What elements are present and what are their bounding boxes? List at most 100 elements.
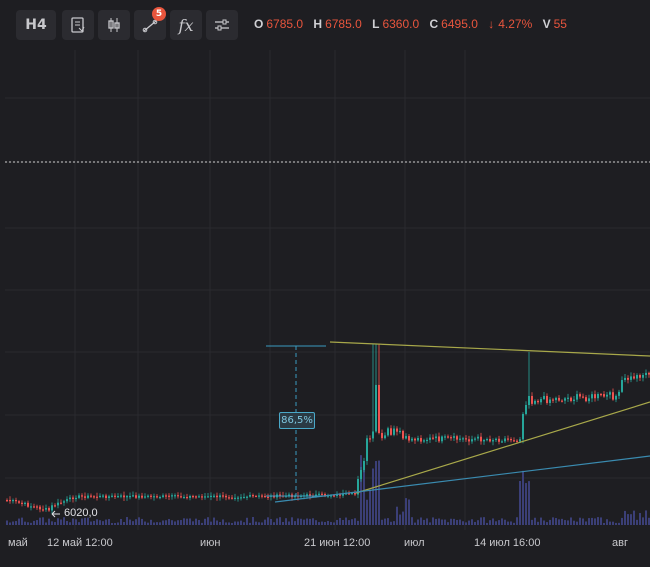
volume-bar bbox=[306, 518, 308, 525]
volume-bar bbox=[408, 499, 410, 525]
x-label-june: июн bbox=[200, 537, 221, 549]
candle-body bbox=[75, 497, 77, 500]
candles-button[interactable] bbox=[98, 10, 130, 40]
candle-body bbox=[123, 495, 125, 498]
volume-bar bbox=[378, 460, 380, 525]
volume-bar bbox=[384, 518, 386, 525]
candle-body bbox=[564, 398, 566, 401]
candle-body bbox=[174, 495, 176, 497]
candle-body bbox=[198, 496, 200, 498]
close-key: C bbox=[429, 17, 439, 31]
volume-bar bbox=[93, 520, 95, 525]
price-chart[interactable] bbox=[0, 50, 650, 530]
high-key: H bbox=[313, 17, 323, 31]
candle-body bbox=[201, 496, 203, 498]
volume-bar bbox=[318, 522, 320, 525]
candle-body bbox=[222, 495, 224, 497]
volume-bar bbox=[387, 518, 389, 525]
volume-bar bbox=[315, 520, 317, 525]
volume-bar bbox=[498, 520, 500, 525]
candle-body bbox=[528, 396, 530, 405]
volume-bar bbox=[510, 521, 512, 525]
candle-body bbox=[186, 496, 188, 499]
candle-body bbox=[516, 440, 518, 442]
resistance-trendline[interactable] bbox=[329, 341, 650, 357]
candle-body bbox=[18, 501, 20, 503]
candle-body bbox=[126, 496, 128, 498]
blue-trendline[interactable] bbox=[274, 455, 650, 503]
volume-bar bbox=[624, 510, 626, 525]
candle-body bbox=[54, 505, 56, 507]
chart-grid bbox=[5, 50, 650, 530]
candle-body bbox=[423, 440, 425, 442]
candle-body bbox=[477, 436, 479, 439]
volume-bar bbox=[441, 519, 443, 525]
volume-bar bbox=[633, 510, 635, 525]
candle-body bbox=[237, 497, 239, 499]
volume-bar bbox=[618, 522, 620, 525]
candle-body bbox=[462, 438, 464, 440]
candle-body bbox=[204, 496, 206, 498]
candle-body bbox=[171, 495, 173, 497]
candle-body bbox=[195, 496, 197, 498]
candle-body bbox=[366, 438, 368, 461]
volume-bar bbox=[126, 517, 128, 525]
candle-body bbox=[78, 495, 80, 498]
candle-body bbox=[579, 394, 581, 397]
candle-body bbox=[156, 496, 158, 498]
chart-type-button[interactable] bbox=[62, 10, 94, 40]
candle-body bbox=[315, 494, 317, 497]
sliders-icon bbox=[215, 19, 229, 31]
candle-body bbox=[99, 495, 101, 498]
candle-body bbox=[189, 495, 191, 498]
candle-body bbox=[576, 394, 578, 400]
candle-body bbox=[144, 496, 146, 498]
close-value: 6495.0 bbox=[441, 17, 478, 31]
candle-body bbox=[555, 397, 557, 401]
candle-body bbox=[219, 495, 221, 498]
candle-body bbox=[426, 439, 428, 442]
indicators-button[interactable]: fx bbox=[170, 10, 202, 40]
candle-body bbox=[486, 438, 488, 441]
candle-body bbox=[252, 495, 254, 497]
candle-body bbox=[513, 440, 515, 442]
volume-bar bbox=[261, 522, 263, 525]
volume-bar bbox=[189, 518, 191, 525]
candle-body bbox=[492, 440, 494, 442]
interval-button[interactable]: H4 bbox=[16, 10, 56, 40]
volume-bar bbox=[411, 517, 413, 525]
volume-bar bbox=[456, 519, 458, 525]
candle-body bbox=[114, 495, 116, 497]
candle-body bbox=[498, 438, 500, 442]
arrow-down-icon: ↓ bbox=[488, 17, 495, 31]
volume-bar bbox=[165, 520, 167, 525]
volume-bar bbox=[381, 519, 383, 525]
drawings-button[interactable]: 5 bbox=[134, 7, 166, 40]
volume-bar bbox=[72, 518, 74, 525]
support-trendline[interactable] bbox=[355, 401, 650, 494]
candle-body bbox=[507, 438, 509, 440]
x-label-july: июл bbox=[404, 537, 425, 549]
candle-body bbox=[459, 438, 461, 440]
volume-bar bbox=[231, 522, 233, 525]
volume-bar bbox=[375, 461, 377, 525]
settings-button[interactable] bbox=[206, 10, 238, 40]
candle-body bbox=[267, 496, 269, 498]
candle-body bbox=[372, 431, 374, 439]
candle-body bbox=[405, 436, 407, 439]
candle-body bbox=[120, 495, 122, 497]
candle-body bbox=[60, 502, 62, 504]
candle-body bbox=[621, 380, 623, 392]
volume-bar bbox=[132, 521, 134, 525]
volume-bar bbox=[153, 522, 155, 525]
candle-body bbox=[420, 438, 422, 442]
volume-bar bbox=[621, 517, 623, 525]
volume-bar bbox=[282, 521, 284, 525]
volume-bar bbox=[105, 519, 107, 525]
volume-bar bbox=[180, 520, 182, 525]
volume-bar bbox=[534, 517, 536, 525]
high-value: 6785.0 bbox=[325, 17, 362, 31]
volume-bar bbox=[69, 522, 71, 525]
candle-body bbox=[480, 436, 482, 442]
candle-body bbox=[246, 496, 248, 498]
